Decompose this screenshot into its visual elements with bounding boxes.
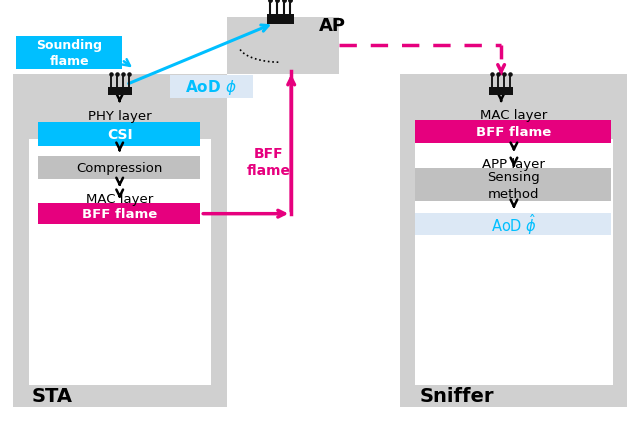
Bar: [400, 74, 627, 407]
Bar: [227, 18, 339, 74]
Bar: [13, 74, 227, 407]
Text: MAC layer: MAC layer: [86, 193, 154, 206]
Text: Sounding
flame: Sounding flame: [36, 39, 102, 68]
Bar: [38, 157, 200, 180]
Bar: [38, 123, 200, 147]
Text: APP layer: APP layer: [483, 158, 545, 171]
Text: BFF
flame: BFF flame: [247, 146, 291, 178]
Bar: [16, 37, 122, 70]
Bar: [415, 121, 611, 144]
Text: Compression: Compression: [77, 162, 163, 175]
Text: Sensing
method: Sensing method: [488, 170, 540, 200]
Bar: [415, 213, 611, 235]
Bar: [267, 15, 294, 25]
Text: BFF flame: BFF flame: [476, 126, 552, 139]
Bar: [38, 204, 200, 225]
Bar: [415, 169, 611, 201]
Text: AoD $\hat{\phi}$: AoD $\hat{\phi}$: [491, 212, 537, 237]
Text: AP: AP: [319, 17, 346, 35]
Text: STA: STA: [32, 386, 73, 405]
Bar: [415, 140, 613, 385]
Text: AoD $\phi$: AoD $\phi$: [186, 78, 237, 97]
Text: BFF flame: BFF flame: [82, 208, 157, 221]
Bar: [170, 76, 253, 99]
Text: PHY layer: PHY layer: [88, 110, 152, 123]
Text: CSI: CSI: [107, 128, 132, 142]
Text: MAC layer: MAC layer: [480, 108, 548, 121]
Text: Sniffer: Sniffer: [419, 386, 493, 405]
Bar: [108, 88, 132, 96]
Bar: [29, 140, 211, 385]
Bar: [489, 88, 513, 96]
